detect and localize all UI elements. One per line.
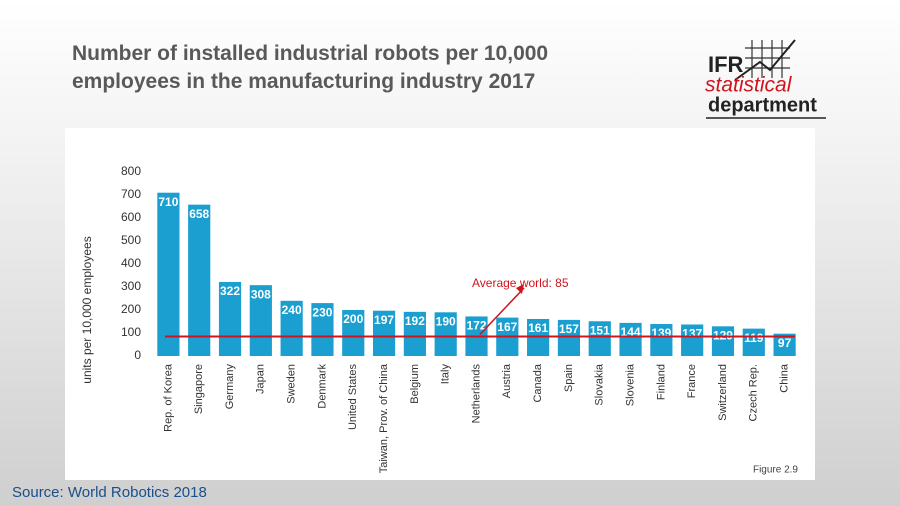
x-tick-label: Rep. of Korea (162, 363, 174, 432)
bar (681, 324, 704, 356)
y-tick-label: 400 (121, 256, 141, 270)
value-label: 192 (405, 314, 425, 328)
bar (280, 300, 303, 356)
x-tick-label: Netherlands (470, 364, 482, 424)
x-tick-label: France (686, 364, 698, 398)
source: Source: World Robotics 2018 (12, 484, 207, 501)
y-tick-label: 500 (121, 233, 141, 247)
y-tick-label: 0 (134, 348, 141, 362)
x-tick-label: Finland (655, 364, 667, 400)
x-tick-label: Denmark (316, 364, 328, 409)
bar (619, 322, 642, 356)
value-label: 151 (590, 323, 610, 337)
x-tick-label: Germany (224, 364, 236, 410)
bar (218, 281, 242, 356)
value-label: 658 (189, 207, 209, 221)
y-tick-label: 200 (121, 302, 141, 316)
x-tick-label: United States (347, 364, 359, 431)
x-tick-label: Italy (440, 364, 452, 385)
bar (711, 326, 735, 356)
value-label: 197 (374, 313, 394, 327)
value-label: 119 (744, 331, 764, 345)
x-tick-label: Czech Rep. (748, 364, 760, 421)
value-label: 308 (251, 287, 271, 301)
value-label: 161 (528, 321, 548, 335)
x-tick-label: Spain (563, 364, 575, 392)
y-tick-label: 800 (121, 164, 141, 178)
value-label: 137 (682, 327, 702, 341)
value-label: 139 (651, 326, 671, 340)
bar (157, 192, 180, 356)
x-tick-label: Slovenia (624, 363, 636, 406)
bar (403, 311, 426, 356)
value-label: 322 (220, 284, 240, 298)
value-label: 190 (436, 314, 456, 328)
y-tick-label: 300 (121, 279, 141, 293)
arrow-head (516, 284, 524, 294)
annotation: Average world: 85 (472, 276, 569, 290)
value-label: 230 (312, 305, 332, 319)
x-tick-label: China (779, 363, 791, 393)
bar (527, 318, 550, 356)
x-tick-label: Switzerland (717, 364, 729, 421)
value-label: 240 (282, 303, 302, 317)
bar (588, 321, 611, 356)
x-tick-label: Slovakia (594, 363, 606, 405)
chart-title: Number of installed industrial robots pe… (72, 42, 549, 93)
x-tick-label: Belgium (409, 364, 421, 404)
bar (650, 324, 673, 356)
y-axis-label: units per 10,000 employees (80, 236, 94, 383)
logo-text: department (708, 94, 817, 116)
bar (249, 285, 272, 356)
value-label: 172 (466, 319, 486, 333)
bar (311, 303, 334, 356)
logo-text: IFR (708, 52, 744, 77)
bar (557, 319, 581, 356)
x-tick-label: Taiwan, Prov. of China (378, 363, 390, 473)
value-label: 157 (559, 322, 579, 336)
bar (372, 310, 396, 356)
bar (773, 333, 796, 356)
value-label: 97 (778, 336, 792, 350)
x-tick-label: Canada (532, 363, 544, 402)
x-tick-label: Singapore (193, 364, 205, 414)
logo-grid (734, 39, 796, 81)
x-tick-label: Austria (501, 363, 513, 398)
y-tick-label: 700 (121, 187, 141, 201)
x-tick-label: Japan (255, 364, 267, 394)
annotation-arrow (479, 287, 525, 335)
value-label: 167 (497, 320, 517, 334)
bar (434, 312, 457, 356)
logo-text: statistical (705, 74, 793, 97)
y-tick-label: 100 (121, 325, 141, 339)
bar (342, 310, 365, 356)
figure-label: Figure 2.9 (753, 465, 798, 476)
bar (188, 204, 211, 356)
value-label: 710 (158, 195, 178, 209)
x-tick-label: Sweden (286, 364, 298, 404)
value-label: 200 (343, 312, 363, 326)
y-tick-label: 600 (121, 210, 141, 224)
